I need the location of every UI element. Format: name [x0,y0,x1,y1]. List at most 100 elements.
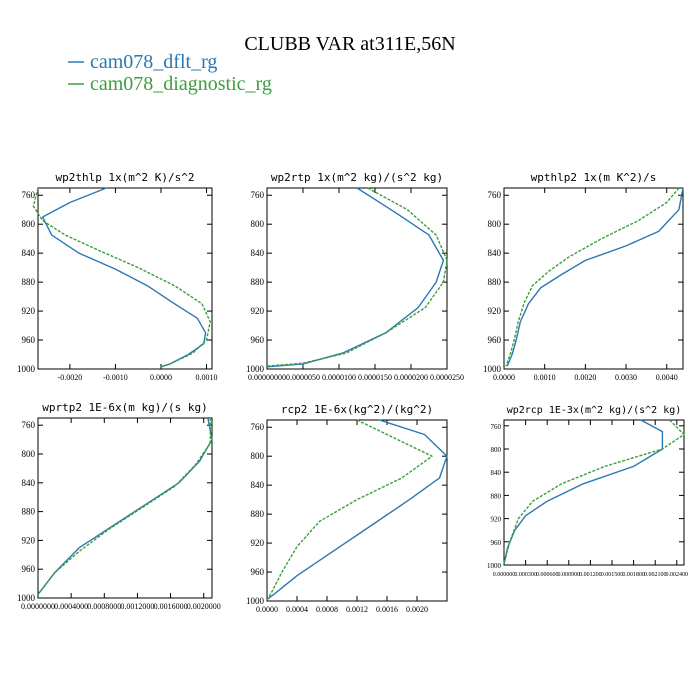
panel-4: rcp2 1E-6x(kg^2)/(kg^2) 760 800 840 880 920 96… [246,403,448,614]
xtick-label-2-3: 0.0030 [615,373,637,382]
panel-title-1: wp2rtp 1x(m^2 kg)/(s^2 kg) [271,171,443,184]
xtick-label-4-4: 0.0016 [376,605,398,614]
panel-1: wp2rtp 1x(m^2 kg)/(s^2 kg) 760 800 840 880 92… [246,171,464,382]
plot-frame-2 [503,187,684,370]
ytick-label-2-6: 1000 [483,364,502,374]
ytick-label-2-0: 760 [488,190,502,200]
panel-3: wprtp2 1E-6x(m kg)/(s kg) 760 800 840 880 920… [17,401,221,611]
plot-frame-5 [503,419,685,566]
series-line-4-0 [266,419,448,601]
series-line-3-1 [37,418,212,595]
panel-title-4: rcp2 1E-6x(kg^2)/(kg^2) [281,403,433,416]
plot-frame-3 [37,417,213,599]
series-line-0-0 [41,187,207,368]
ytick-label-2-4: 920 [488,306,502,316]
panel-2: wpthlp2 1x(m K^2)/s 760 800 840 880 920 960 100… [483,171,684,382]
series-line-4-1 [266,419,433,600]
xtick-label-5-5: 0.001500 [601,572,624,578]
ytick-label-5-3: 880 [491,492,502,500]
series-line-5-1 [503,419,685,564]
xtick-label-5-6: 0.001800 [622,572,645,578]
xtick-label-0-1: -0.0010 [103,373,128,382]
panel-0: wp2thlp 1x(m^2 K)/s^2 760 800 840 880 920 960 1… [17,171,218,382]
xtick-label-1-5: 0.0000250 [430,373,464,382]
xtick-label-3-5: 0.0020000 [187,602,221,611]
ytick-label-5-6: 1000 [487,562,502,570]
ytick-label-5-2: 840 [491,469,502,477]
ytick-label-1-3: 880 [251,277,265,287]
ytick-label-2-1: 800 [488,219,502,229]
ytick-label-2-5: 960 [488,335,502,345]
ytick-label-4-1: 800 [251,451,265,461]
ytick-label-3-2: 840 [22,478,36,488]
xtick-label-5-8: 0.002400 [666,572,689,578]
xtick-label-1-0: 0.00000000 [248,373,286,382]
ytick-label-1-2: 840 [251,248,265,258]
ytick-label-3-4: 920 [22,535,36,545]
xtick-label-5-3: 0.000900 [558,572,581,578]
ytick-label-0-2: 840 [22,248,36,258]
ytick-label-3-1: 800 [22,449,36,459]
ytick-label-1-0: 760 [251,190,265,200]
ytick-label-0-3: 880 [22,277,36,287]
ytick-label-5-5: 960 [491,539,502,547]
xtick-label-1-2: 0.0000100 [322,373,356,382]
ytick-label-5-0: 760 [491,423,502,431]
ytick-label-1-5: 960 [251,335,265,345]
ytick-label-2-2: 840 [488,248,502,258]
xtick-label-3-1: 0.0004000 [54,602,88,611]
series-line-5-0 [503,419,664,564]
ytick-label-3-3: 880 [22,507,36,517]
xtick-label-1-3: 0.0000150 [358,373,392,382]
series-line-2-1 [505,187,680,367]
xtick-label-0-0: -0.0020 [58,373,83,382]
ytick-label-0-6: 1000 [17,364,36,374]
ytick-label-5-4: 920 [491,516,502,524]
plot-frame-1 [266,187,448,370]
xtick-label-2-2: 0.0020 [574,373,596,382]
xtick-label-4-1: 0.0004 [286,605,308,614]
series-line-2-0 [506,187,684,367]
figure-title: CLUBB VAR at311E,56N [244,33,455,55]
panel-title-5: wp2rcp 1E-3x(m^2 kg)/(s^2 kg) [507,405,682,416]
xtick-label-2-1: 0.0010 [534,373,556,382]
ytick-label-4-4: 920 [251,538,265,548]
xtick-label-5-4: 0.001200 [579,572,602,578]
xtick-label-1-4: 0.0000200 [394,373,428,382]
ytick-label-4-5: 960 [251,567,265,577]
ytick-label-4-3: 880 [251,509,265,519]
xtick-label-5-1: 0.000300 [514,572,537,578]
ytick-label-1-4: 920 [251,306,265,316]
ytick-label-3-0: 760 [22,420,36,430]
xtick-label-4-2: 0.0008 [316,605,338,614]
ytick-label-0-4: 920 [22,306,36,316]
xtick-label-4-5: 0.0020 [406,605,428,614]
ytick-label-0-0: 760 [22,190,36,200]
xtick-label-5-7: 0.002100 [644,572,667,578]
ytick-label-0-1: 800 [22,219,36,229]
xtick-label-4-0: 0.0000 [256,605,278,614]
xtick-label-4-3: 0.0012 [346,605,368,614]
xtick-label-2-4: 0.0040 [656,373,678,382]
panel-5: wp2rcp 1E-3x(m^2 kg)/(s^2 kg) 760 800 840 88… [487,405,688,578]
xtick-label-3-0: 0.0000000 [21,602,55,611]
chart-panels: wp2thlp 1x(m^2 K)/s^2 760 800 840 880 920 960 1… [17,171,688,614]
xtick-label-5-0: 0.000000 [493,572,516,578]
series-line-1-1 [266,187,448,367]
xtick-label-0-3: 0.0010 [196,373,218,382]
xtick-label-3-4: 0.0016000 [154,602,188,611]
ytick-label-3-6: 1000 [17,593,36,603]
xtick-label-5-2: 0.000600 [536,572,559,578]
series-line-3-0 [37,417,213,595]
plot-frame-0 [37,187,213,370]
ytick-label-1-6: 1000 [246,364,265,374]
plot-frame-4 [266,419,448,602]
ytick-label-3-5: 960 [22,564,36,574]
ytick-label-4-2: 840 [251,480,265,490]
panel-title-3: wprtp2 1E-6x(m kg)/(s kg) [42,401,208,414]
panel-title-2: wpthlp2 1x(m K^2)/s [531,171,657,184]
xtick-label-2-0: 0.0000 [493,373,515,382]
legend-label-0: cam078_dflt_rg [90,51,217,73]
